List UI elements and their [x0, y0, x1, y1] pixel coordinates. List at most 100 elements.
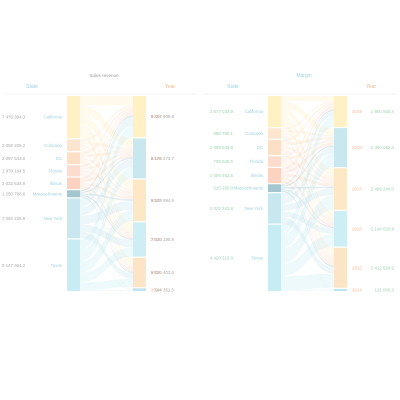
margin-year-header: Year [366, 84, 376, 90]
state-value-label: 2 022 634.8 [2, 181, 26, 186]
year-name-label: 2016 [151, 237, 161, 242]
state-node-new-york[interactable] [67, 198, 80, 239]
flow-link [80, 159, 133, 235]
state-node-dc[interactable] [67, 152, 80, 165]
flow-link [80, 224, 133, 248]
flow-link [281, 148, 334, 222]
year-name-label: 2015 [352, 265, 362, 270]
flow-link [80, 152, 133, 171]
state-name-label: Illinois [50, 181, 63, 186]
state-node-massachusetts[interactable] [67, 190, 80, 198]
state-node-texas[interactable] [67, 239, 80, 291]
state-name-label: Florida [49, 168, 63, 173]
year-node-2014[interactable] [334, 288, 347, 291]
state-node-texas[interactable] [268, 224, 281, 291]
sales-state-header: State [26, 84, 38, 90]
flow-link [281, 114, 334, 217]
year-value-label: 2 350 062.4 [371, 145, 395, 150]
state-value-label: 1 979 164.5 [2, 168, 26, 173]
year-node-2018[interactable] [334, 128, 347, 168]
state-node-colorado[interactable] [268, 128, 281, 139]
flow-link [80, 125, 133, 251]
flow-link [281, 136, 334, 257]
flow-link [80, 110, 133, 168]
year-value-label: 8 539 594.9 [151, 198, 175, 203]
flow-link [80, 279, 133, 291]
flow-link [80, 146, 133, 233]
flow-link [281, 186, 334, 189]
flow-link [281, 146, 334, 205]
state-node-california[interactable] [268, 96, 281, 128]
flow-link [281, 151, 334, 260]
margin-title: Margin [296, 73, 312, 79]
state-value-label: 705 045.5 [213, 159, 233, 164]
state-node-new-york[interactable] [268, 193, 281, 224]
year-node-2017[interactable] [334, 168, 347, 210]
flow-link [80, 290, 133, 291]
state-value-label: 1 006 462.5 [210, 173, 234, 178]
flow-link [281, 107, 334, 176]
state-node-illinois[interactable] [67, 177, 80, 190]
flow-link [80, 158, 133, 216]
flow-link [281, 102, 334, 143]
year-value-label: 2 144 520.8 [371, 226, 395, 231]
year-value-label: 8 178 273.7 [151, 156, 175, 161]
flow-link [281, 138, 334, 290]
year-node-2019[interactable] [334, 96, 347, 127]
flow-link [80, 170, 133, 197]
state-name-label: New York [43, 216, 62, 221]
sales-revenue-panel: Sales revenue State Year 7 476 394.3 Cali… [2, 73, 198, 292]
flow-link [80, 117, 133, 208]
state-value-label: 2 097 543.0 [2, 156, 26, 161]
flow-link [80, 157, 133, 194]
flow-link [80, 197, 133, 290]
year-name-label: 2018 [352, 145, 362, 150]
flow-link [80, 200, 133, 225]
state-value-label: 1 250 708.6 [2, 191, 26, 196]
year-node-2015[interactable] [133, 257, 146, 288]
state-name-label: Florida [250, 159, 264, 164]
year-value-label: 2 496 244.0 [371, 187, 395, 192]
state-node-massachusetts[interactable] [268, 184, 281, 193]
flow-link [281, 273, 334, 291]
flow-link [80, 137, 133, 289]
state-node-florida[interactable] [268, 156, 281, 167]
margin-labels: 2 077 033.9 California 690 790.1 Colorado 1 … [210, 109, 395, 293]
state-name-label: Illinois [251, 173, 264, 178]
year-node-2014[interactable] [133, 288, 146, 291]
state-node-illinois[interactable] [268, 167, 281, 184]
year-name-label: 2015 [151, 270, 161, 275]
flow-link [281, 101, 334, 131]
year-node-2019[interactable] [133, 96, 146, 138]
flow-link [281, 153, 334, 250]
state-node-florida[interactable] [67, 165, 80, 177]
flow-link [80, 144, 133, 192]
flow-link [80, 162, 133, 269]
sales-links [80, 96, 133, 291]
flow-link [80, 247, 133, 283]
state-value-label: 2 077 033.9 [210, 109, 234, 114]
flow-link [281, 109, 334, 186]
year-node-2018[interactable] [133, 138, 146, 179]
year-name-label: 2017 [151, 198, 161, 203]
year-node-2016[interactable] [334, 210, 347, 247]
flow-link [80, 107, 133, 155]
sales-revenue-title: Sales revenue [89, 73, 119, 78]
year-node-2016[interactable] [133, 222, 146, 257]
state-node-california[interactable] [67, 96, 80, 139]
state-node-dc[interactable] [268, 139, 281, 156]
flow-link [80, 150, 133, 290]
year-name-label: 2014 [151, 287, 161, 292]
sales-year-nodes [133, 96, 146, 291]
flow-link [281, 233, 334, 277]
flow-link [281, 115, 334, 236]
state-name-label: DC [257, 145, 263, 150]
state-node-colorado[interactable] [67, 139, 80, 152]
year-node-2017[interactable] [133, 179, 146, 222]
year-node-2015[interactable] [334, 247, 347, 288]
state-name-label: Massachusetts [33, 191, 63, 196]
flow-link [80, 182, 133, 200]
flow-link [281, 145, 334, 188]
state-value-label: 7 476 394.3 [2, 115, 26, 120]
